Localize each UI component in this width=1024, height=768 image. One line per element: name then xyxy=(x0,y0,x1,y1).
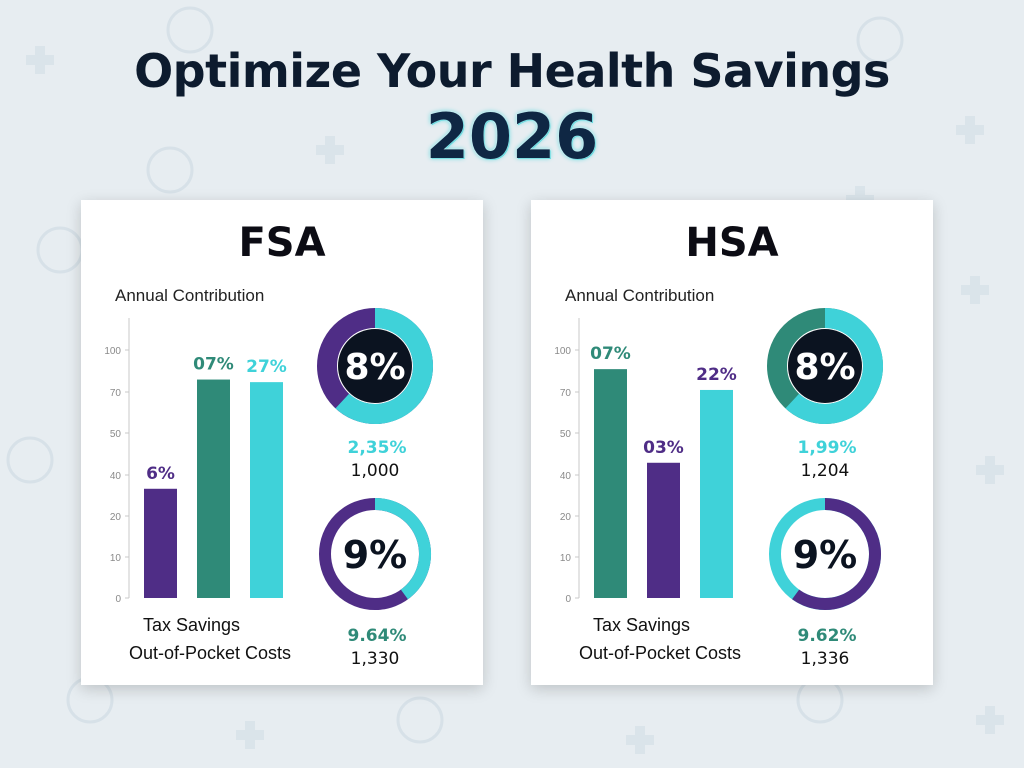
donut-center-label: 9% xyxy=(793,533,858,577)
y-tick-label: 40 xyxy=(560,471,572,482)
cross-icon xyxy=(626,726,654,754)
donut-value-label: 1,000 xyxy=(351,461,400,481)
ring-icon xyxy=(6,436,54,484)
bar-data-label: 6% xyxy=(146,464,175,484)
chart-subtitle: Annual Contribution xyxy=(115,286,265,305)
bar-data-label: 03% xyxy=(643,438,684,458)
donut-percent-label: 2,35% xyxy=(348,438,407,458)
donut-segment xyxy=(785,308,883,424)
y-tick-label: 10 xyxy=(560,553,572,564)
donut-center xyxy=(338,329,412,403)
y-tick-label: 40 xyxy=(110,471,122,482)
y-tick-label: 10 xyxy=(110,553,122,564)
donut-percent-label: 9.62% xyxy=(798,626,857,646)
donut-center-label: 8% xyxy=(344,347,405,388)
fsa-card: FSA Annual Contribution 0 10 20 40 50 70 100 6%… xyxy=(81,200,483,685)
donut-center xyxy=(788,329,862,403)
bar-data-label: 07% xyxy=(590,344,631,364)
y-tick-label: 100 xyxy=(104,346,121,357)
donut-percent-label: 9.64% xyxy=(348,626,407,646)
bar xyxy=(250,382,283,598)
fsa-chart: 0 10 20 40 50 70 100 6% 07% 27% 8% 2,35% 1,000 9% 9.64… xyxy=(104,308,433,669)
x-label-tax-savings: Tax Savings xyxy=(143,615,241,635)
donut-segment xyxy=(335,308,433,424)
donut-value-label: 1,330 xyxy=(351,649,400,669)
donut-center-label: 9% xyxy=(343,533,408,577)
page-year: 2026 xyxy=(425,100,599,173)
cross-icon xyxy=(316,136,344,164)
bar xyxy=(197,379,230,598)
ring-icon xyxy=(396,696,444,744)
bar xyxy=(700,389,733,598)
bar xyxy=(647,462,680,598)
bar-data-label: 22% xyxy=(696,365,737,385)
chart-subtitle: Annual Contribution xyxy=(565,286,715,305)
bar-data-label: 27% xyxy=(246,357,287,377)
donut-center xyxy=(782,511,868,597)
y-tick-label: 20 xyxy=(560,512,572,523)
y-tick-label: 70 xyxy=(560,388,572,399)
donut-segment xyxy=(792,498,881,610)
cross-icon xyxy=(236,721,264,749)
donut-value-label: 1,204 xyxy=(801,461,850,481)
y-tick-label: 0 xyxy=(565,594,571,605)
ring-icon xyxy=(166,6,214,54)
cross-icon xyxy=(976,456,1004,484)
x-label-out-of-pocket: Out-of-Pocket Costs xyxy=(579,643,742,663)
donut-value-label: 1,336 xyxy=(801,649,850,669)
cross-icon xyxy=(961,276,989,304)
ring-icon xyxy=(146,146,194,194)
hsa-chart: 0 10 20 40 50 70 100 07% 03% 22% 8% 1,99% 1,204 9% 9.6… xyxy=(554,308,883,669)
card-title: FSA xyxy=(238,220,326,266)
bar xyxy=(594,369,627,598)
bar xyxy=(144,488,177,598)
y-tick-label: 70 xyxy=(110,388,122,399)
ring-icon xyxy=(36,226,84,274)
donut-segment xyxy=(374,498,431,600)
hsa-card: HSA Annual Contribution 0 10 20 40 50 70 100 07… xyxy=(531,200,933,685)
page-title: Optimize Your Health Savings xyxy=(134,44,890,98)
y-tick-label: 20 xyxy=(110,512,122,523)
ring-icon xyxy=(856,16,904,64)
donut-center xyxy=(332,511,418,597)
cross-icon xyxy=(26,46,54,74)
x-label-out-of-pocket: Out-of-Pocket Costs xyxy=(129,643,292,663)
card-title: HSA xyxy=(685,220,779,266)
x-label-tax-savings: Tax Savings xyxy=(593,615,691,635)
y-tick-label: 50 xyxy=(110,429,122,440)
y-tick-label: 0 xyxy=(115,594,121,605)
donut-percent-label: 1,99% xyxy=(798,438,857,458)
bar-data-label: 07% xyxy=(193,355,234,375)
donut-center-label: 8% xyxy=(794,347,855,388)
cross-icon xyxy=(976,706,1004,734)
y-tick-label: 50 xyxy=(560,429,572,440)
cross-icon xyxy=(956,116,984,144)
y-tick-label: 100 xyxy=(554,346,571,357)
